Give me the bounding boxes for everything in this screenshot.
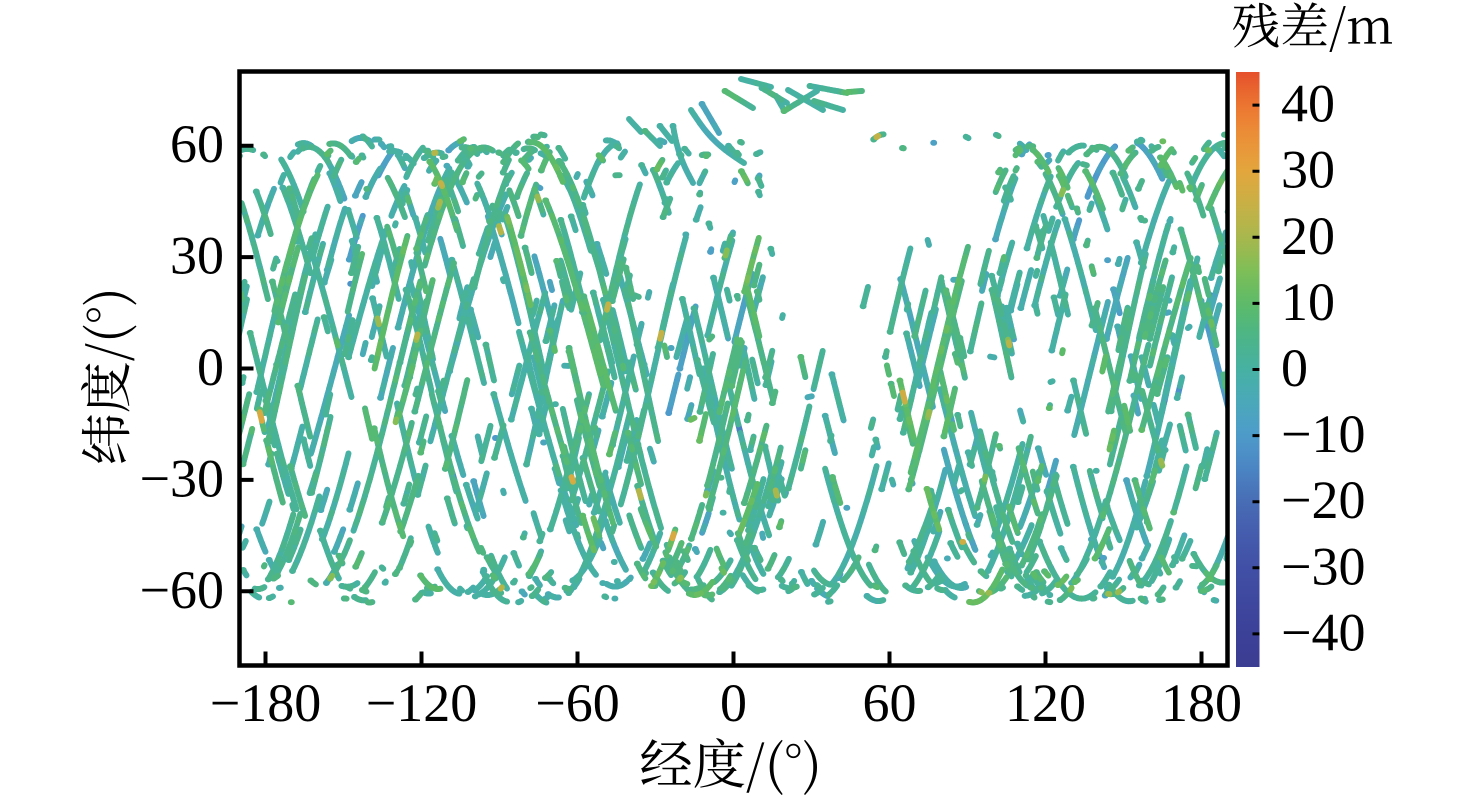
svg-text:−40: −40 [1281, 602, 1365, 662]
svg-text:−60: −60 [535, 673, 619, 733]
svg-text:0: 0 [720, 673, 747, 733]
svg-text:−10: −10 [1281, 404, 1365, 464]
svg-text:−60: −60 [140, 560, 224, 620]
svg-text:30: 30 [170, 226, 224, 286]
svg-text:120: 120 [1005, 673, 1086, 733]
svg-text:−20: −20 [1281, 470, 1365, 530]
svg-text:40: 40 [1281, 74, 1335, 134]
svg-text:0: 0 [1281, 338, 1308, 398]
svg-text:−120: −120 [366, 673, 477, 733]
svg-text:30: 30 [1281, 140, 1335, 200]
svg-text:−30: −30 [1281, 536, 1365, 596]
svg-text:10: 10 [1281, 272, 1335, 332]
svg-text:60: 60 [863, 673, 917, 733]
svg-text:20: 20 [1281, 206, 1335, 266]
svg-text:−30: −30 [140, 448, 224, 508]
svg-text:0: 0 [197, 337, 224, 397]
svg-text:180: 180 [1161, 673, 1242, 733]
svg-text:60: 60 [170, 114, 224, 174]
svg-text:−180: −180 [210, 673, 321, 733]
